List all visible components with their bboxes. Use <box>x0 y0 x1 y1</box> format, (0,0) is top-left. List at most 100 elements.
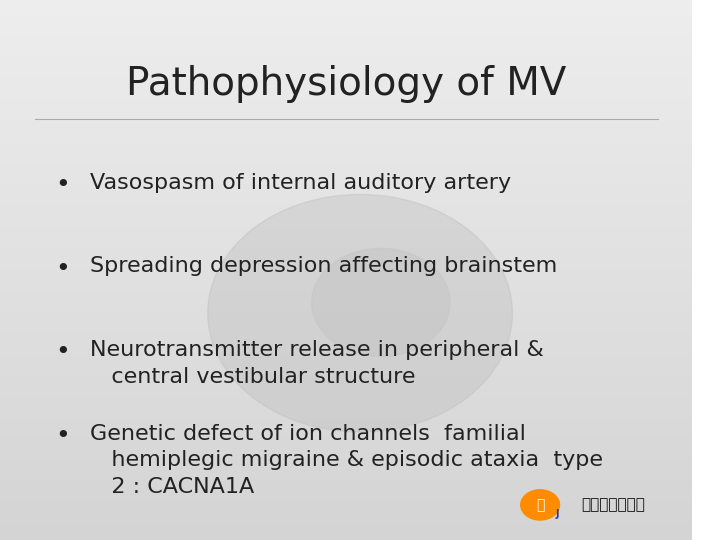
Text: 애: 애 <box>536 498 544 512</box>
Bar <box>0 470 693 472</box>
Bar <box>0 400 693 402</box>
Bar <box>0 97 693 100</box>
Bar <box>0 194 693 197</box>
Bar <box>0 254 693 256</box>
Bar <box>0 103 693 105</box>
Bar <box>0 508 693 510</box>
Bar <box>0 221 693 224</box>
Bar <box>0 89 693 92</box>
Text: Spreading depression affecting brainstem: Spreading depression affecting brainstem <box>90 256 557 276</box>
Text: Vasospasm of internal auditory artery: Vasospasm of internal auditory artery <box>90 173 511 193</box>
Bar <box>0 40 693 43</box>
Bar <box>0 78 693 81</box>
Bar <box>0 51 693 54</box>
Bar <box>0 267 693 270</box>
Text: Neurotransmitter release in peripheral &
   central vestibular structure: Neurotransmitter release in peripheral &… <box>90 340 544 387</box>
Bar <box>0 505 693 508</box>
Bar <box>0 405 693 408</box>
Bar <box>0 521 693 524</box>
Bar <box>0 46 693 49</box>
Bar <box>0 397 693 400</box>
Bar <box>0 146 693 148</box>
Bar <box>0 30 693 32</box>
Bar <box>0 143 693 146</box>
Bar <box>0 481 693 483</box>
Bar <box>0 108 693 111</box>
Bar <box>0 94 693 97</box>
Bar <box>0 24 693 27</box>
Bar <box>0 259 693 262</box>
Bar <box>0 497 693 500</box>
Bar <box>0 332 693 335</box>
Text: •: • <box>55 424 70 448</box>
Bar <box>0 219 693 221</box>
Bar <box>0 205 693 208</box>
Bar <box>0 240 693 243</box>
Bar <box>0 281 693 284</box>
Bar <box>0 14 693 16</box>
Circle shape <box>312 248 450 356</box>
Bar <box>0 100 693 103</box>
Bar <box>0 49 693 51</box>
Bar <box>0 54 693 57</box>
Bar <box>0 421 693 424</box>
Bar <box>0 68 693 70</box>
Bar <box>0 370 693 373</box>
Bar <box>0 127 693 130</box>
Bar <box>0 446 693 448</box>
Bar <box>0 348 693 351</box>
Bar <box>0 432 693 435</box>
Bar <box>0 418 693 421</box>
Bar <box>0 38 693 40</box>
Bar <box>0 302 693 305</box>
Bar <box>0 467 693 470</box>
Bar <box>0 8 693 11</box>
Bar <box>0 537 693 540</box>
Bar <box>0 324 693 327</box>
Bar <box>0 338 693 340</box>
Circle shape <box>521 490 559 520</box>
Bar <box>0 224 693 227</box>
Bar <box>0 316 693 319</box>
Bar <box>0 211 693 213</box>
Bar <box>0 243 693 246</box>
Bar <box>0 186 693 189</box>
Bar <box>0 116 693 119</box>
Bar <box>0 489 693 491</box>
Bar <box>0 235 693 238</box>
Bar <box>0 516 693 518</box>
Bar <box>0 375 693 378</box>
Bar <box>0 59 693 62</box>
Bar <box>0 43 693 46</box>
Bar <box>0 491 693 494</box>
Bar <box>0 5 693 8</box>
Bar <box>0 518 693 521</box>
Bar <box>0 189 693 192</box>
Bar <box>0 76 693 78</box>
Bar <box>0 184 693 186</box>
Bar <box>0 416 693 418</box>
Bar <box>0 157 693 159</box>
Bar <box>0 297 693 300</box>
Bar <box>0 84 693 86</box>
Text: •: • <box>55 256 70 280</box>
Bar <box>0 162 693 165</box>
Bar <box>0 294 693 297</box>
Bar <box>0 122 693 124</box>
Text: •: • <box>55 340 70 364</box>
Bar <box>0 11 693 14</box>
Bar <box>0 373 693 375</box>
Text: Genetic defect of ion channels  familial
   hemiplegic migraine & episodic ataxi: Genetic defect of ion channels familial … <box>90 424 603 497</box>
Bar <box>0 410 693 413</box>
Text: J: J <box>555 509 559 519</box>
Bar <box>0 424 693 427</box>
Bar <box>0 3 693 5</box>
Bar <box>0 310 693 313</box>
Bar <box>0 124 693 127</box>
Bar <box>0 227 693 229</box>
Bar <box>0 246 693 248</box>
Bar <box>0 437 693 440</box>
Bar <box>0 32 693 35</box>
Bar <box>0 475 693 478</box>
Bar <box>0 486 693 489</box>
